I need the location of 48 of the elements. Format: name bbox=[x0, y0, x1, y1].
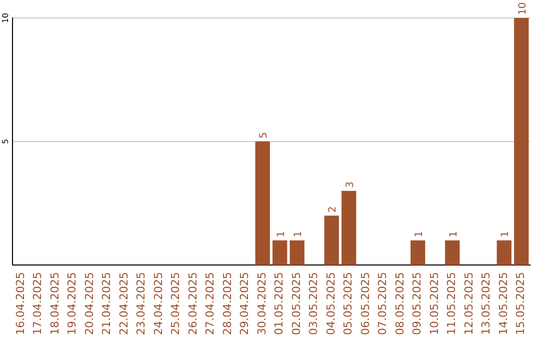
x-tick-label: 02.05.2025 bbox=[290, 272, 303, 336]
x-tick-label: 07.05.2025 bbox=[376, 272, 390, 336]
bar bbox=[410, 240, 426, 266]
bar bbox=[255, 142, 270, 266]
bar bbox=[290, 240, 304, 266]
x-tick-label: 11.05.2025 bbox=[445, 272, 458, 336]
data-label: 1 bbox=[500, 230, 512, 238]
x-tick-label: 25.04.2025 bbox=[169, 272, 182, 336]
x-tick-label: 05.05.2025 bbox=[342, 272, 355, 336]
x-tick-label: 03.05.2025 bbox=[307, 272, 320, 336]
x-tick-label: 16.04.2025 bbox=[14, 272, 27, 336]
x-tick-label: 13.05.2025 bbox=[480, 272, 493, 336]
bar bbox=[342, 190, 356, 266]
x-tick-label: 18.04.2025 bbox=[48, 272, 62, 336]
bar bbox=[445, 240, 460, 266]
x-tick-label: 17.04.2025 bbox=[31, 272, 44, 336]
x-tick-label: 10.05.2025 bbox=[428, 272, 441, 336]
bar bbox=[324, 216, 339, 266]
x-tick-label: 08.05.2025 bbox=[393, 272, 406, 336]
x-tick-label: 01.05.2025 bbox=[272, 272, 286, 336]
x-tick-label: 09.05.2025 bbox=[410, 272, 424, 336]
data-label: 1 bbox=[414, 230, 425, 238]
x-tick-label: 24.04.2025 bbox=[152, 272, 165, 336]
data-label: 10 bbox=[517, 2, 528, 15]
data-label: 5 bbox=[258, 132, 270, 139]
data-label: 1 bbox=[276, 230, 287, 238]
x-tick-label: 23.04.2025 bbox=[134, 272, 148, 336]
bar bbox=[514, 18, 529, 266]
x-tick-label: 29.04.2025 bbox=[238, 272, 252, 336]
x-tick-label: 04.05.2025 bbox=[324, 272, 338, 336]
data-label: 1 bbox=[448, 230, 460, 238]
x-tick-label: 15.05.2025 bbox=[514, 272, 528, 336]
x-tick-label: 06.05.2025 bbox=[358, 272, 372, 336]
x-tick-label: 26.04.2025 bbox=[186, 272, 200, 336]
data-label: 1 bbox=[293, 230, 304, 238]
x-tick-label: 30.04.2025 bbox=[255, 272, 268, 336]
x-tick-label: 21.04.2025 bbox=[100, 272, 114, 336]
x-tick-label: 19.04.2025 bbox=[66, 272, 79, 336]
bar bbox=[496, 240, 512, 266]
data-label: 3 bbox=[344, 182, 356, 188]
x-tick-label: 27.04.2025 bbox=[204, 272, 217, 336]
x-tick-label: 28.04.2025 bbox=[220, 272, 234, 336]
bar bbox=[272, 240, 288, 266]
x-tick-label: 12.05.2025 bbox=[462, 272, 476, 336]
x-tick-label: 22.04.2025 bbox=[117, 272, 130, 336]
x-tick-label: 20.04.2025 bbox=[82, 272, 96, 336]
data-label: 2 bbox=[328, 206, 339, 213]
x-tick-label: 14.05.2025 bbox=[496, 272, 510, 336]
